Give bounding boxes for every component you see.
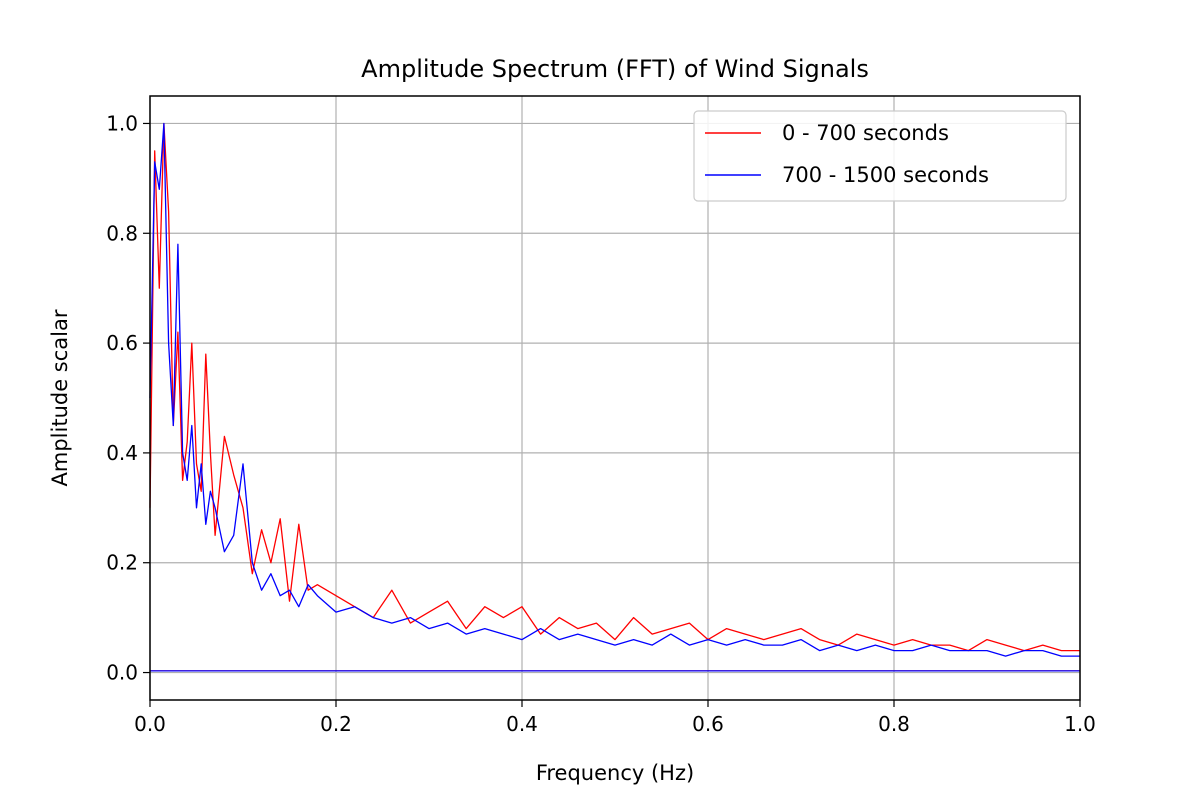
y-tick-label: 0.8 bbox=[106, 221, 138, 245]
legend-label-series-2: 700 - 1500 seconds bbox=[782, 163, 989, 187]
series-lines bbox=[149, 122, 1080, 672]
series-line-2 bbox=[149, 122, 1080, 657]
y-tick-label: 1.0 bbox=[106, 111, 138, 135]
x-tick-label: 0.6 bbox=[692, 712, 724, 736]
x-tick-label: 0.0 bbox=[134, 712, 166, 736]
chart-title: Amplitude Spectrum (FFT) of Wind Signals bbox=[361, 55, 869, 83]
legend-box bbox=[693, 110, 1067, 202]
y-tick-label: 0.2 bbox=[106, 551, 138, 575]
plot-frame bbox=[149, 95, 1081, 701]
x-tick-label: 0.2 bbox=[320, 712, 352, 736]
y-tick-label: 0.0 bbox=[106, 661, 138, 685]
x-tick-label: 0.8 bbox=[878, 712, 910, 736]
x-axis-label: Frequency (Hz) bbox=[536, 761, 694, 785]
x-tick-label: 0.4 bbox=[506, 712, 538, 736]
y-tick-label: 0.6 bbox=[106, 331, 138, 355]
series-line-1 bbox=[149, 122, 1080, 652]
y-axis-label: Amplitude scalar bbox=[48, 309, 72, 486]
legend: 0 - 700 seconds 700 - 1500 seconds bbox=[693, 110, 1067, 202]
legend-label-series-1: 0 - 700 seconds bbox=[782, 121, 949, 145]
x-tick-label: 1.0 bbox=[1064, 712, 1096, 736]
axis-ticks: 0.0 0.2 0.4 0.6 0.8 1.0 0.0 0.2 0.4 0.6 0.8 1.0 bbox=[106, 111, 1096, 736]
y-tick-label: 0.4 bbox=[106, 441, 138, 465]
